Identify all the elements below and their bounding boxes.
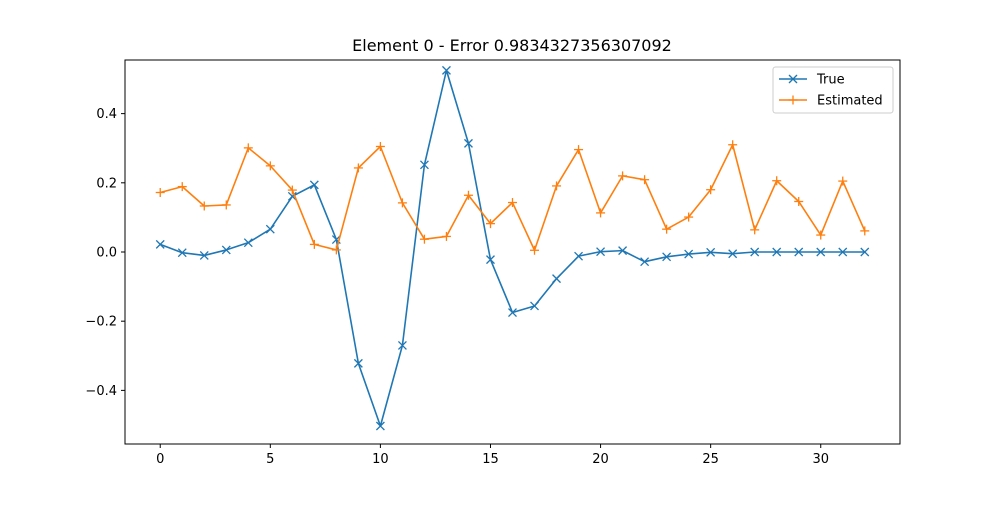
data-point-estimated xyxy=(662,224,672,234)
data-point-true xyxy=(243,238,253,248)
series-line-estimated xyxy=(160,143,866,252)
data-point-true xyxy=(706,247,716,257)
data-point-true xyxy=(662,252,672,262)
legend-label: Estimated xyxy=(817,94,883,109)
data-point-estimated xyxy=(353,163,363,173)
data-point-estimated xyxy=(640,175,650,185)
data-point-estimated xyxy=(265,161,275,171)
x-tick-label: 15 xyxy=(482,452,499,467)
data-point-estimated xyxy=(243,143,253,153)
y-tick-label: 0.2 xyxy=(96,176,117,191)
data-point-estimated xyxy=(530,245,540,255)
legend: True Estimated xyxy=(772,66,894,114)
chart-title: Element 0 - Error 0.9834327356307092 xyxy=(352,36,672,55)
data-point-true xyxy=(464,138,473,148)
data-point-estimated xyxy=(794,196,804,206)
data-point-estimated xyxy=(750,225,760,235)
x-tick-label: 0 xyxy=(156,452,164,467)
data-point-estimated xyxy=(199,201,209,211)
data-point-true xyxy=(596,247,606,257)
legend-label: True xyxy=(816,73,845,88)
data-point-estimated xyxy=(706,185,716,195)
data-point-true xyxy=(441,65,451,75)
data-point-estimated xyxy=(485,219,495,229)
data-point-true xyxy=(221,245,231,255)
data-point-estimated xyxy=(177,182,187,192)
data-point-estimated xyxy=(618,171,628,181)
data-point-true xyxy=(860,247,870,257)
legend-marker xyxy=(788,95,798,105)
data-point-true xyxy=(486,255,495,265)
data-point-estimated xyxy=(331,245,341,255)
data-point-estimated xyxy=(596,208,606,218)
data-point-estimated xyxy=(772,176,782,186)
data-point-true xyxy=(640,257,650,267)
data-point-estimated xyxy=(375,141,385,151)
data-point-true xyxy=(375,421,385,431)
data-point-true xyxy=(750,247,760,257)
series-estimated xyxy=(155,140,870,255)
legend-item-estimated: Estimated xyxy=(779,94,883,109)
data-point-estimated xyxy=(287,185,297,195)
data-point-true xyxy=(728,249,738,259)
axes-layer: 0 5 10 15 20 25 30 −0.4 −0.2 0.0 0.2 0.4 xyxy=(85,107,829,467)
data-point-true xyxy=(618,246,628,256)
x-tick-label: 10 xyxy=(372,452,389,467)
data-point-true xyxy=(287,191,297,201)
data-point-true xyxy=(816,247,826,257)
data-point-true xyxy=(353,358,363,368)
y-tick-label: −0.2 xyxy=(85,315,117,330)
series-layer xyxy=(155,65,870,431)
data-point-estimated xyxy=(860,226,870,236)
data-point-true xyxy=(508,308,517,318)
y-tick-label: 0.4 xyxy=(96,107,117,122)
data-point-true xyxy=(309,180,319,190)
data-point-estimated xyxy=(397,198,407,208)
y-tick-label: −0.4 xyxy=(85,384,117,399)
data-point-true xyxy=(419,160,429,170)
data-point-estimated xyxy=(574,145,584,155)
x-tick-label: 30 xyxy=(812,452,829,467)
data-point-true xyxy=(772,247,782,257)
data-point-true xyxy=(684,249,694,259)
legend-marker xyxy=(788,74,798,84)
data-point-estimated xyxy=(441,231,451,241)
data-point-true xyxy=(530,301,539,311)
data-point-estimated xyxy=(309,239,319,249)
data-point-estimated xyxy=(838,176,848,186)
data-point-estimated xyxy=(221,200,231,210)
data-point-true xyxy=(794,247,804,257)
data-point-estimated xyxy=(155,187,165,197)
data-point-true xyxy=(265,224,275,234)
x-tick-label: 5 xyxy=(266,452,274,467)
data-point-true xyxy=(155,239,165,249)
data-point-true xyxy=(574,251,584,261)
data-point-estimated xyxy=(508,198,517,208)
legend-item-true: True xyxy=(779,73,845,88)
x-tick-label: 25 xyxy=(702,452,719,467)
data-point-true xyxy=(177,248,187,258)
data-point-estimated xyxy=(728,140,738,150)
data-point-estimated xyxy=(552,181,562,191)
data-point-estimated xyxy=(684,212,694,222)
data-point-true xyxy=(838,247,848,257)
data-point-true xyxy=(199,250,209,260)
data-point-estimated xyxy=(463,190,473,200)
data-point-estimated xyxy=(816,230,826,240)
x-tick-label: 20 xyxy=(592,452,609,467)
series-true xyxy=(155,65,870,431)
data-point-true xyxy=(552,274,561,284)
data-point-true xyxy=(397,340,407,350)
data-point-estimated xyxy=(419,234,429,244)
y-tick-label: 0.0 xyxy=(96,246,117,261)
series-line-true xyxy=(159,69,865,427)
